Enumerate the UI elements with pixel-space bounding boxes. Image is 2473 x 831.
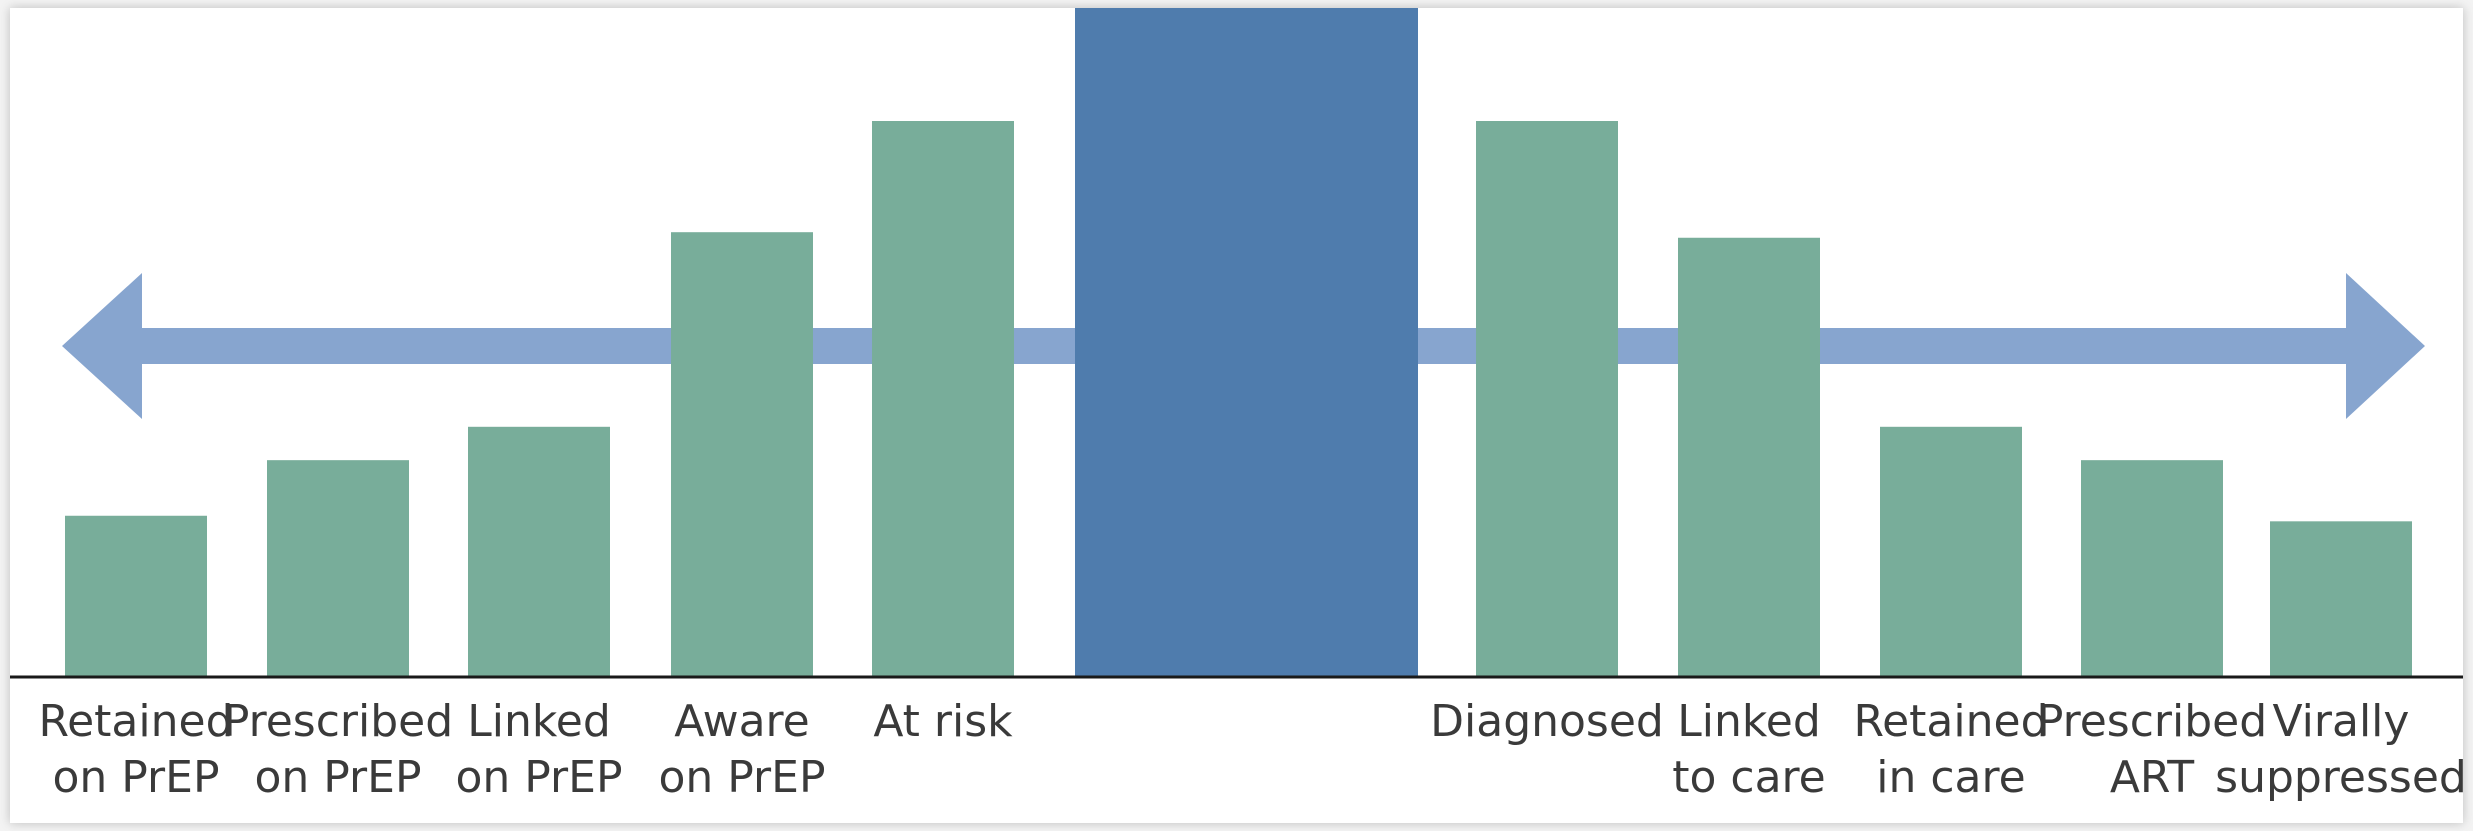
tick-label-right-3: Prescribed ART <box>2037 696 2267 803</box>
bar-right-3 <box>2081 460 2223 677</box>
center-block <box>1075 8 1418 677</box>
bar-left-0 <box>65 515 207 677</box>
tick-label-right-1: Linked to care <box>1672 696 1826 803</box>
bar-left-1 <box>267 460 409 677</box>
bar-right-4 <box>2270 521 2412 677</box>
chart-card: Retained on PrEP Prescribed on PrEP Linked on… <box>10 8 2463 823</box>
tick-label-right-2: Retained in care <box>1854 696 2049 803</box>
tick-label-left-1: Prescribed on PrEP <box>223 696 453 803</box>
bar-left-2 <box>468 426 610 677</box>
bar-left-4 <box>872 121 1014 677</box>
tick-label-left-4: At risk <box>873 696 1013 747</box>
tick-label-right-0: Diagnosed <box>1430 696 1664 747</box>
bar-right-2 <box>1880 426 2022 677</box>
tick-label-left-0: Retained on PrEP <box>39 696 234 803</box>
bar-right-0 <box>1476 121 1618 677</box>
tick-label-right-4: Virally suppressed <box>2215 696 2463 803</box>
tick-label-left-2: Linked on PrEP <box>456 696 623 803</box>
bar-left-3 <box>671 232 813 677</box>
bar-right-1 <box>1678 237 1820 677</box>
tick-label-left-3: Aware on PrEP <box>659 696 826 803</box>
